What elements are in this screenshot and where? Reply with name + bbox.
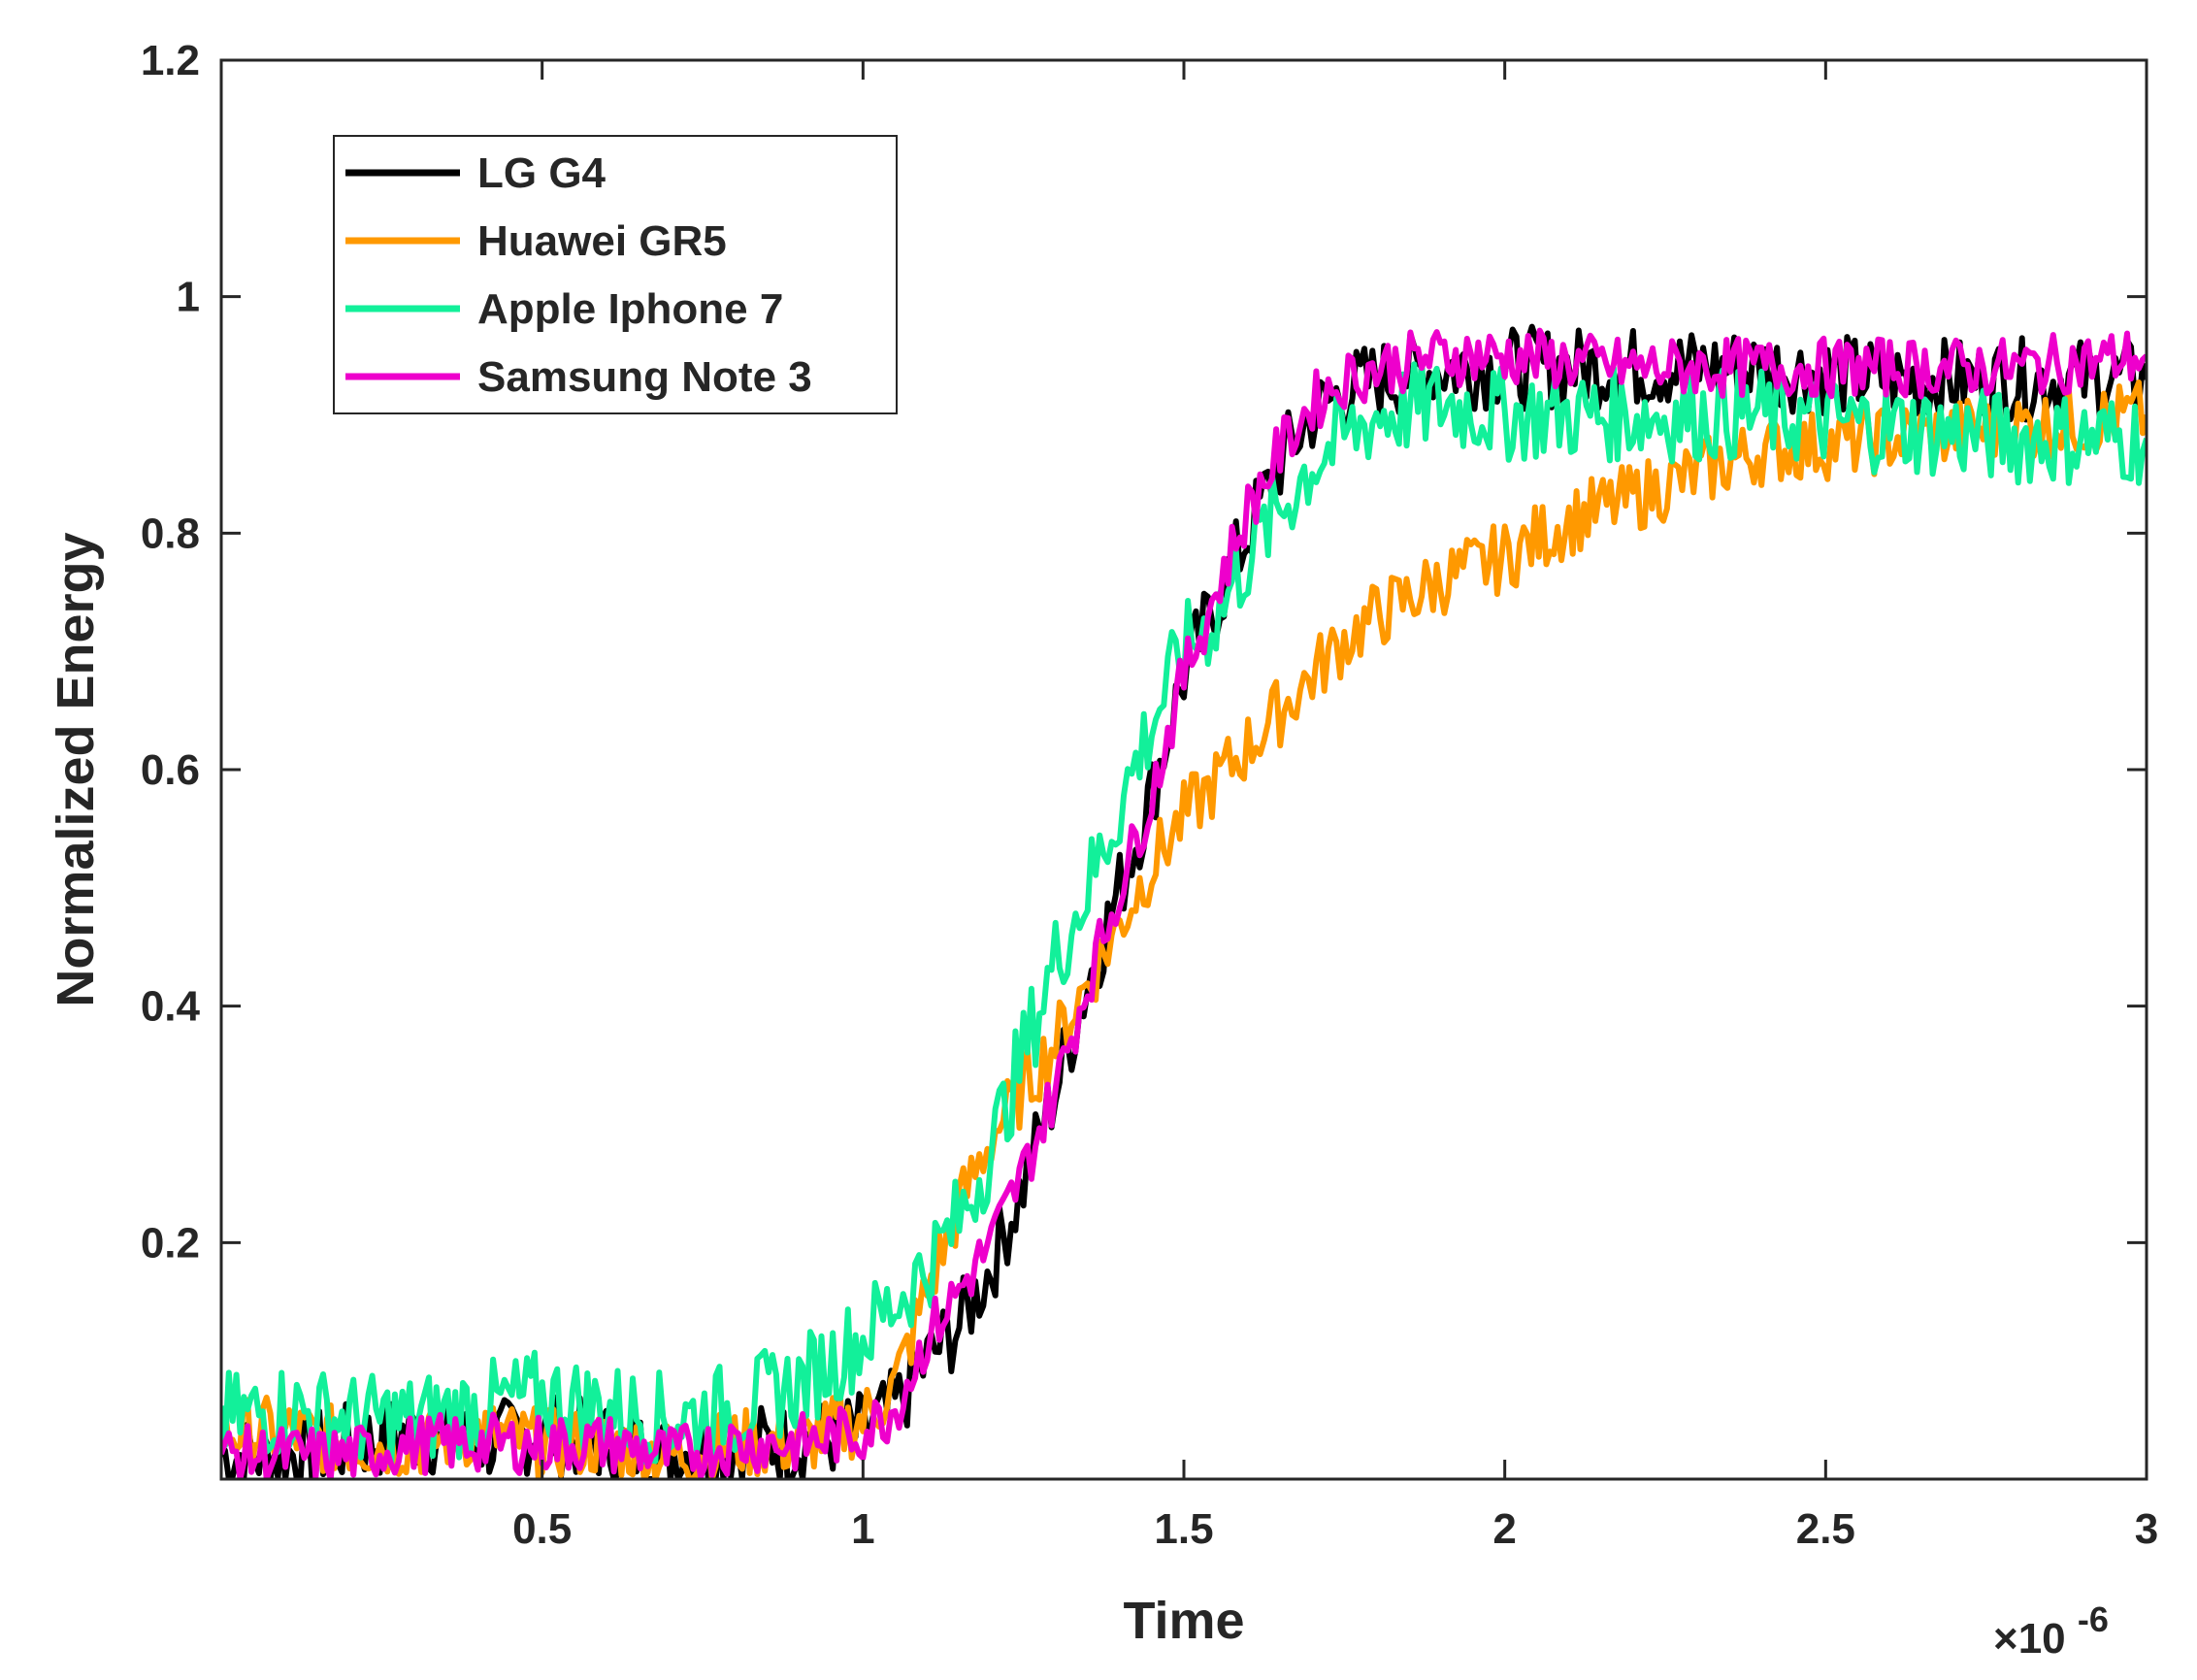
- y-tick-label: 1: [177, 274, 200, 321]
- x-axis-label: Time: [1123, 1592, 1244, 1650]
- x-tick-label: 1: [851, 1505, 874, 1553]
- legend-label-lg-g4: LG G4: [477, 149, 607, 197]
- x-tick-label: 2: [1492, 1505, 1516, 1553]
- legend-box: [333, 135, 898, 414]
- x-tick-label: 1.5: [1154, 1505, 1213, 1553]
- y-tick-label: 0.2: [141, 1219, 200, 1267]
- tick-labels-layer: 0.5 1 1.5 2 2.5 3 0.2 0.4 0.6 0.8 1 1.2: [141, 37, 2158, 1553]
- x-axis-exponent-power: -6: [2078, 1599, 2109, 1639]
- ticks-layer: [221, 58, 2148, 1479]
- y-tick-label: 1.2: [141, 37, 200, 84]
- legend-label-huawei-gr5: Huawei GR5: [477, 217, 727, 265]
- x-tick-label: 2.5: [1796, 1505, 1855, 1553]
- x-axis-exponent: ×10 -6: [1993, 1599, 2109, 1663]
- y-axis-label: Normalized Energy: [47, 532, 105, 1006]
- y-tick-label: 0.6: [141, 746, 200, 794]
- series-line-apple-iphone-7: [221, 357, 2147, 1469]
- series-layer: [221, 323, 2147, 1479]
- x-tick-label: 3: [2135, 1505, 2158, 1553]
- legend-label-samsung-note-3: Samsung Note 3: [477, 353, 812, 401]
- y-tick-label: 0.8: [141, 510, 200, 557]
- legend-label-apple-iphone-7: Apple Iphone 7: [477, 285, 783, 333]
- x-axis-exponent-base: ×10: [1993, 1615, 2066, 1663]
- legend: LG G4 Huawei GR5 Apple Iphone 7 Samsung …: [333, 135, 898, 414]
- y-tick-label: 0.4: [141, 983, 201, 1031]
- series-line-samsung-note-3: [221, 327, 2147, 1479]
- x-tick-label: 0.5: [512, 1505, 572, 1553]
